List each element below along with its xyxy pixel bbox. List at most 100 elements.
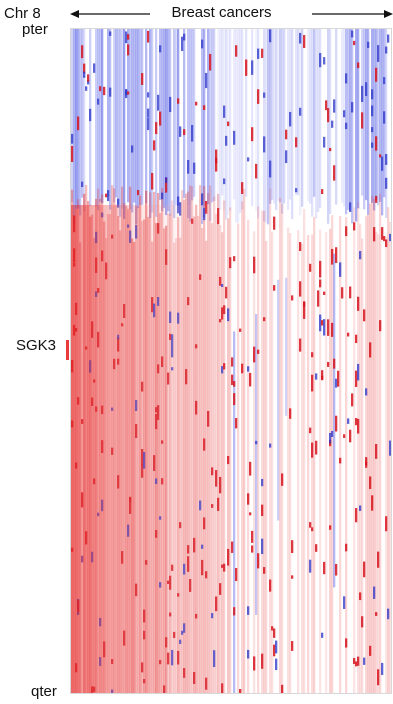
speckle <box>387 609 389 620</box>
speckle <box>93 63 95 72</box>
speckle <box>309 264 311 272</box>
speckle <box>127 44 129 55</box>
cell-p <box>183 29 185 198</box>
speckle <box>317 290 319 306</box>
speckle <box>353 41 355 45</box>
speckle <box>321 189 323 194</box>
speckle <box>363 562 365 578</box>
cell-p <box>237 29 239 223</box>
cell-p <box>329 29 331 214</box>
speckle <box>289 112 291 126</box>
speckle <box>327 108 329 122</box>
speckle <box>155 122 157 134</box>
columns-title: Breast cancers <box>0 4 393 22</box>
speckle <box>285 130 287 140</box>
speckle <box>251 60 253 74</box>
cell-q <box>261 211 263 693</box>
cell-q <box>371 196 373 693</box>
speckle <box>109 31 111 35</box>
cell-q <box>313 217 315 693</box>
cell-q <box>263 211 265 693</box>
cell-q <box>279 198 281 693</box>
speckle <box>289 408 291 418</box>
speckle <box>355 418 357 425</box>
cell-p <box>367 29 369 215</box>
cell-p <box>263 29 265 221</box>
speckle <box>315 441 317 455</box>
speckle <box>253 347 255 363</box>
cell-q <box>379 194 381 693</box>
speckle <box>215 150 217 164</box>
speckle <box>273 628 275 637</box>
speckle <box>353 222 355 230</box>
speckle <box>223 106 225 118</box>
speckle <box>159 112 161 126</box>
speckle <box>385 239 387 247</box>
speckle <box>225 136 227 146</box>
speckle <box>385 47 387 54</box>
speckle <box>253 257 255 274</box>
speckle <box>257 49 259 59</box>
cell-p <box>271 29 273 200</box>
cell-p <box>385 29 387 218</box>
speckle <box>285 150 287 163</box>
cell-p <box>71 29 73 202</box>
speckle <box>343 110 345 117</box>
speckle <box>355 508 357 522</box>
cell-p <box>347 29 349 210</box>
speckle <box>339 262 341 276</box>
speckle <box>365 82 367 96</box>
speckle <box>375 612 377 616</box>
speckle <box>71 146 73 162</box>
speckle <box>321 320 323 325</box>
speckle <box>255 441 257 444</box>
cell-q <box>297 230 299 693</box>
speckle <box>99 86 101 91</box>
cell-q <box>373 199 375 693</box>
speckle <box>383 236 385 241</box>
cell-p <box>221 29 223 195</box>
speckle <box>343 596 345 609</box>
speckle <box>105 194 107 198</box>
cell-q <box>389 222 391 693</box>
speckle <box>127 34 129 40</box>
speckle <box>355 335 357 343</box>
speckle <box>109 88 111 97</box>
cell-p <box>129 29 131 209</box>
cell-q <box>287 228 289 693</box>
cell-p <box>245 29 247 197</box>
speckle <box>89 109 91 121</box>
speckle <box>303 35 305 48</box>
cell-p <box>295 29 297 195</box>
cell-p <box>161 29 163 211</box>
cell-q <box>377 234 379 693</box>
speckle <box>281 685 283 693</box>
cell-p <box>313 29 315 197</box>
speckle <box>311 352 313 357</box>
cell-q <box>331 215 333 693</box>
speckle <box>345 123 347 129</box>
speckle <box>327 319 329 336</box>
speckle <box>161 193 163 200</box>
speckle <box>85 86 87 90</box>
speckle <box>333 99 335 112</box>
speckle <box>183 129 185 135</box>
speckle <box>385 154 387 165</box>
speckle <box>365 461 367 465</box>
cell-p <box>123 29 125 219</box>
speckle <box>309 560 311 573</box>
cell-q-loss <box>277 280 279 521</box>
speckle <box>355 371 357 387</box>
speckle <box>357 297 359 311</box>
cell-p <box>379 29 381 202</box>
cell-q-loss <box>285 278 287 416</box>
speckle <box>381 663 383 675</box>
speckle <box>77 117 79 131</box>
speckle <box>377 45 379 62</box>
speckle <box>335 564 337 576</box>
speckle <box>241 364 243 374</box>
speckle <box>291 540 293 553</box>
speckle <box>363 658 365 665</box>
cell-p <box>101 29 103 203</box>
cell-q <box>339 216 341 693</box>
